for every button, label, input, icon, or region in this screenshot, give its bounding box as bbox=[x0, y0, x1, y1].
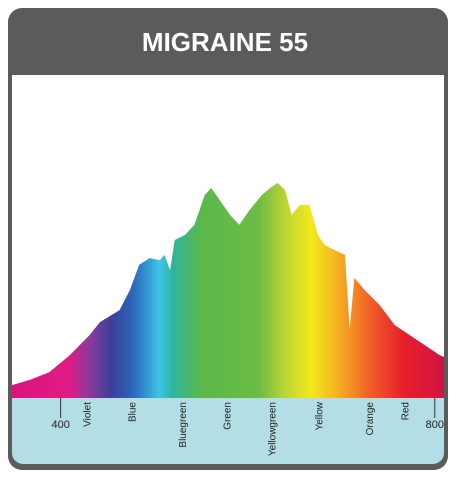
band-label: Blue bbox=[127, 402, 138, 422]
band-label: Green bbox=[223, 402, 234, 430]
spectrum-area bbox=[12, 182, 444, 398]
x-tick-label: 400 bbox=[51, 419, 69, 431]
chart-title: MIGRAINE 55 bbox=[142, 27, 308, 57]
band-label: Orange bbox=[365, 402, 376, 436]
band-strip bbox=[12, 398, 444, 464]
band-label: Violet bbox=[82, 402, 93, 427]
band-label: Yellow bbox=[314, 401, 325, 430]
band-label: Red bbox=[400, 402, 411, 420]
band-label: Bluegreen bbox=[178, 402, 189, 448]
band-label: Yellowgreen bbox=[268, 402, 279, 456]
x-tick-label: 800 bbox=[426, 419, 444, 431]
